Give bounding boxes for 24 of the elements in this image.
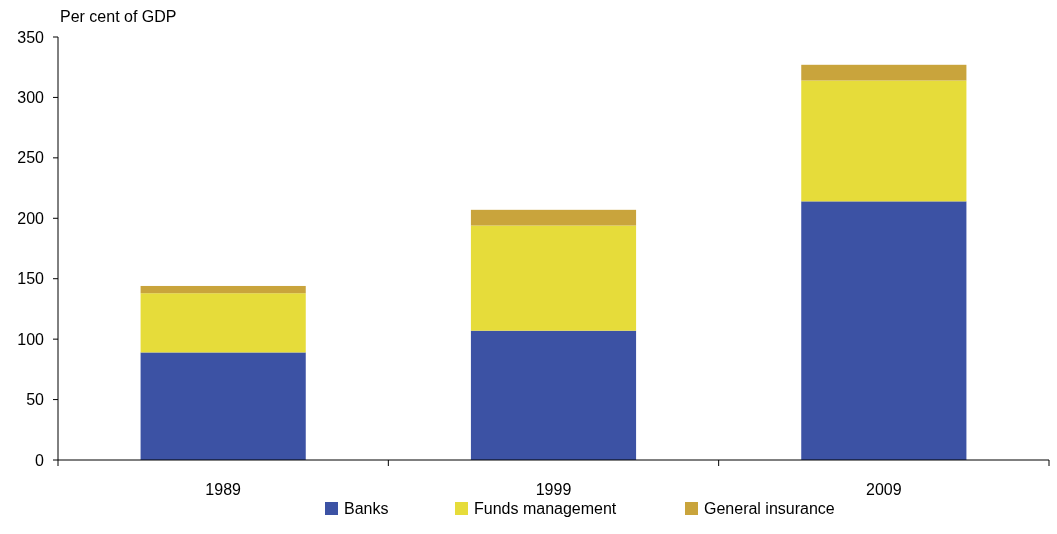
x-tick-label: 1989	[205, 481, 242, 498]
y-tick-label: 350	[17, 28, 45, 46]
y-tick-label: 100	[17, 330, 45, 348]
y-tick-label: 300	[17, 89, 45, 107]
y-axis-title: Per cent of GDP	[60, 8, 177, 25]
legend-label: General insurance	[704, 500, 835, 517]
legend-label: Funds management	[474, 500, 617, 517]
x-tick-label: 1999	[535, 481, 572, 498]
bar	[140, 285, 306, 294]
bar	[470, 225, 637, 331]
y-tick-label: 150	[17, 270, 45, 288]
y-tick-label: 200	[17, 209, 45, 227]
bar	[801, 201, 967, 460]
bar	[140, 293, 306, 353]
x-tick-label: 2009	[866, 481, 902, 498]
y-tick-label: 50	[26, 391, 45, 409]
y-tick-label: 0	[35, 451, 45, 469]
legend-label: Banks	[344, 500, 389, 517]
bar	[140, 352, 306, 460]
y-tick-label: 250	[17, 149, 45, 167]
bar	[801, 80, 967, 202]
bar	[470, 209, 637, 226]
bar	[470, 330, 637, 460]
bar	[801, 64, 967, 81]
